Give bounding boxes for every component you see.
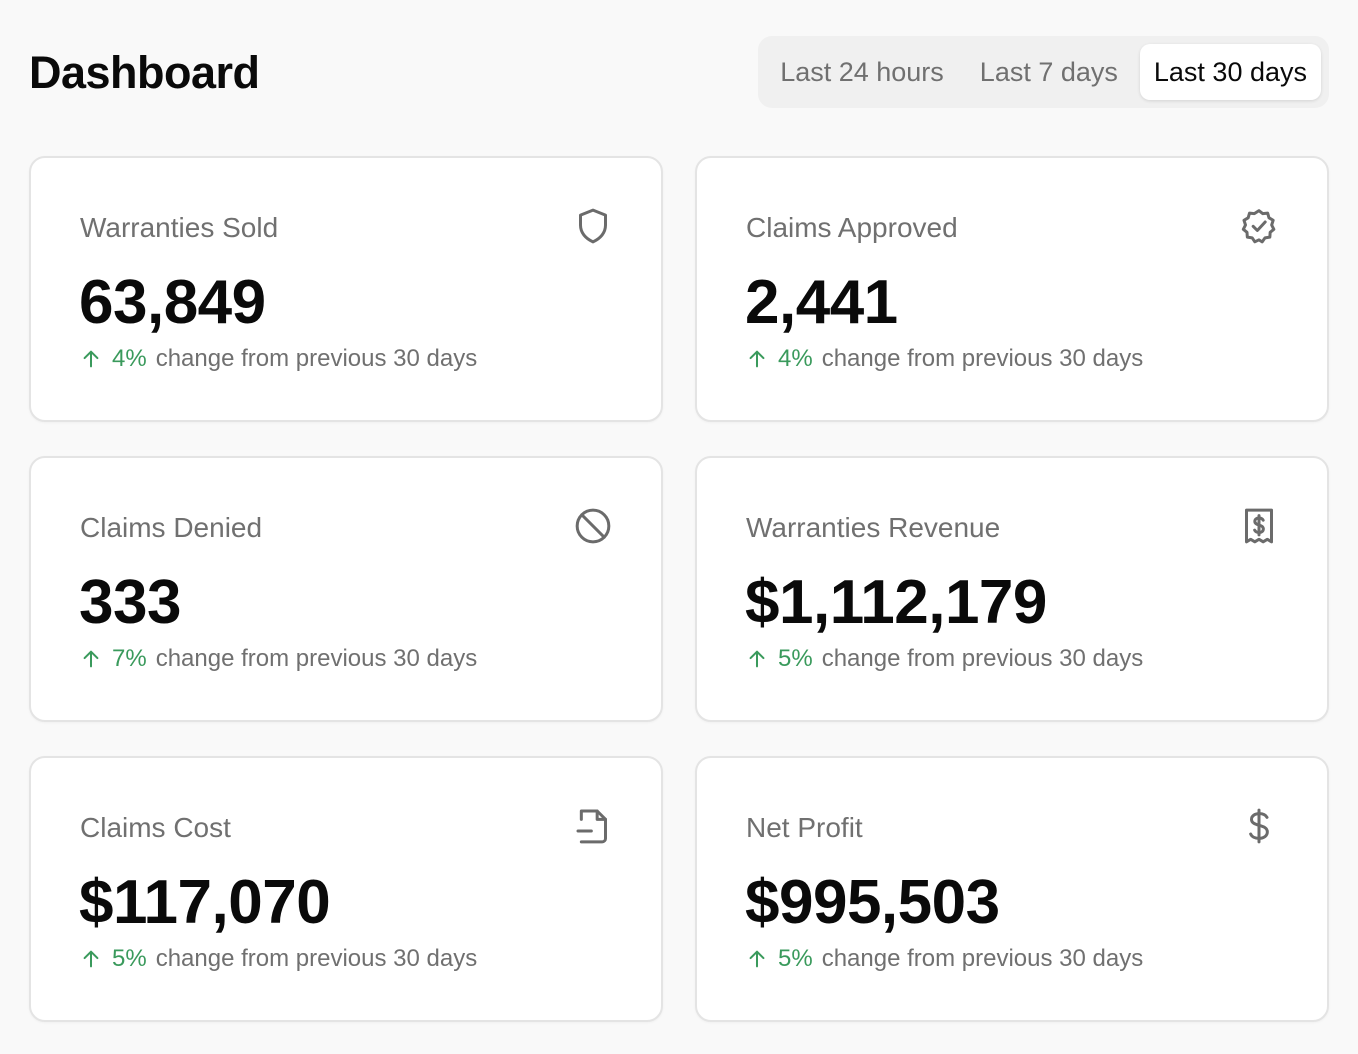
stat-card-warranties-revenue: Warranties Revenue $1,112,179 5% change … [695, 456, 1329, 722]
stat-change: 4% change from previous 30 days [746, 344, 1143, 374]
change-percent: 4% [112, 345, 147, 372]
ban-icon [573, 506, 613, 546]
stat-value: $1,112,179 [745, 568, 1047, 637]
change-percent: 4% [778, 345, 813, 372]
arrow-up-icon [80, 948, 102, 970]
range-last-30-days-button[interactable]: Last 30 days [1139, 44, 1321, 100]
change-description: change from previous 30 days [821, 345, 1144, 372]
stat-value: $117,070 [79, 868, 331, 937]
change-description: change from previous 30 days [821, 945, 1144, 972]
stat-change: 5% change from previous 30 days [746, 644, 1143, 674]
arrow-up-icon [80, 648, 102, 670]
change-percent: 5% [112, 945, 147, 972]
stat-card-net-profit: Net Profit $995,503 5% change from previ… [695, 756, 1329, 1022]
receipt-dollar-icon [1239, 506, 1279, 546]
stats-grid: Warranties Sold 63,849 4% change from pr… [29, 156, 1329, 1022]
change-percent: 5% [778, 645, 813, 672]
stat-label: Warranties Sold [80, 212, 279, 243]
arrow-up-icon [746, 348, 768, 370]
stat-change: 4% change from previous 30 days [80, 344, 477, 374]
stat-value: 2,441 [745, 268, 898, 337]
change-description: change from previous 30 days [821, 645, 1144, 672]
change-description: change from previous 30 days [155, 945, 478, 972]
range-last-24-hours-button[interactable]: Last 24 hours [766, 44, 958, 100]
stat-card-claims-denied: Claims Denied 333 7% change from previou… [29, 456, 663, 722]
stat-value: 63,849 [79, 268, 266, 337]
arrow-up-icon [80, 348, 102, 370]
stat-label: Claims Cost [80, 812, 231, 843]
stat-change: 7% change from previous 30 days [80, 644, 477, 674]
stat-label: Claims Denied [80, 512, 263, 543]
range-last-7-days-button[interactable]: Last 7 days [966, 44, 1132, 100]
time-range-selector: Last 24 hours Last 7 days Last 30 days [758, 36, 1329, 108]
stat-label: Claims Approved [746, 212, 958, 243]
stat-change: 5% change from previous 30 days [746, 944, 1143, 974]
change-percent: 5% [778, 945, 813, 972]
stat-label: Net Profit [746, 812, 863, 843]
arrow-up-icon [746, 948, 768, 970]
stat-value: $995,503 [745, 868, 1000, 937]
page-title: Dashboard [29, 47, 260, 98]
stat-change: 5% change from previous 30 days [80, 944, 477, 974]
change-percent: 7% [112, 645, 147, 672]
file-minus-icon [573, 806, 613, 846]
stat-card-claims-approved: Claims Approved 2,441 4% change from pre… [695, 156, 1329, 422]
arrow-up-icon [746, 648, 768, 670]
stat-label: Warranties Revenue [746, 512, 1001, 543]
change-description: change from previous 30 days [155, 645, 478, 672]
page-header: Dashboard Last 24 hours Last 7 days Last… [29, 36, 1329, 108]
change-description: change from previous 30 days [155, 345, 478, 372]
dollar-sign-icon [1239, 806, 1279, 846]
stat-card-warranties-sold: Warranties Sold 63,849 4% change from pr… [29, 156, 663, 422]
badge-check-icon [1239, 206, 1279, 246]
stat-card-claims-cost: Claims Cost $117,070 5% change from prev… [29, 756, 663, 1022]
shield-icon [573, 206, 613, 246]
stat-value: 333 [79, 568, 181, 637]
